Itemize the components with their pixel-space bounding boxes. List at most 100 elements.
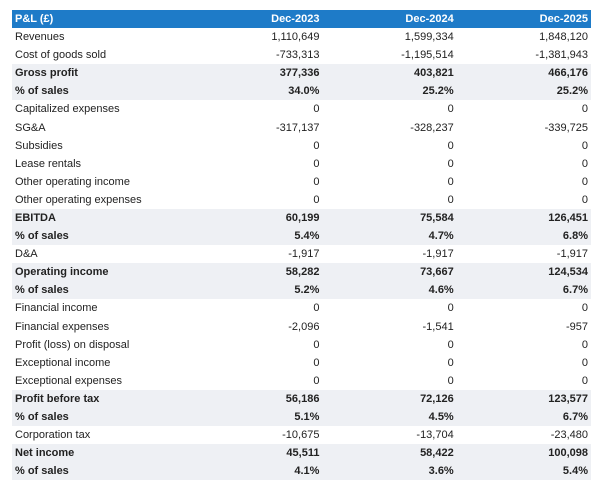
value-cell: 0 bbox=[313, 193, 320, 206]
value-cell: -1,541 bbox=[422, 320, 454, 333]
value-cell: 73,667 bbox=[420, 266, 454, 279]
row-label: EBITDA bbox=[15, 211, 56, 224]
table-header: P&L (£) Dec-2023 Dec-2024 Dec-2025 bbox=[12, 10, 591, 28]
row-label: Net income bbox=[15, 447, 75, 460]
value-cell: 0 bbox=[447, 302, 454, 315]
value-cell: 5.2% bbox=[294, 284, 320, 297]
row-label: Subsidies bbox=[15, 139, 63, 152]
value-cell: 58,422 bbox=[420, 447, 454, 460]
value-cell: 0 bbox=[581, 356, 588, 369]
table-row: % of sales 5.2% 4.6% 6.7% bbox=[12, 281, 591, 300]
row-label: Financial income bbox=[15, 302, 98, 315]
header-cell: Dec-2025 bbox=[456, 10, 591, 28]
value-cell: 0 bbox=[447, 193, 454, 206]
row-label: Other operating expenses bbox=[15, 193, 142, 206]
value-cell: 6.8% bbox=[562, 230, 588, 243]
value-cell: 0 bbox=[313, 356, 320, 369]
value-cell: 72,126 bbox=[420, 392, 454, 405]
value-cell: 3.6% bbox=[428, 465, 454, 478]
value-cell: 4.1% bbox=[294, 465, 320, 478]
table-row: Net income 45,511 58,422 100,098 bbox=[12, 444, 591, 463]
table-body: Revenues 1,110,649 1,599,334 1,848,120 Cost … bbox=[12, 28, 591, 481]
value-cell: 0 bbox=[581, 374, 588, 387]
row-label: Operating income bbox=[15, 266, 109, 279]
table-row: Other operating income 0 0 0 bbox=[12, 173, 591, 191]
table-row: % of sales 5.1% 4.5% 6.7% bbox=[12, 407, 591, 427]
table-row: Financial expenses -2,096 -1,541 -957 bbox=[12, 318, 591, 336]
table-row: SG&A -317,137 -328,237 -339,725 bbox=[12, 118, 591, 136]
value-cell: -328,237 bbox=[410, 121, 454, 134]
value-cell: 0 bbox=[447, 374, 454, 387]
header-cell: Dec-2023 bbox=[198, 10, 323, 28]
value-cell: 0 bbox=[313, 338, 320, 351]
row-label: Corporation tax bbox=[15, 429, 91, 442]
value-cell: 5.4% bbox=[294, 230, 320, 243]
row-label: D&A bbox=[15, 248, 38, 261]
table-row: % of sales 34.0% 25.2% 25.2% bbox=[12, 82, 591, 101]
table-row: Cost of goods sold -733,313 -1,195,514 -1,3… bbox=[12, 46, 591, 64]
row-label: % of sales bbox=[15, 284, 69, 297]
row-label: Profit before tax bbox=[15, 392, 100, 405]
value-cell: 0 bbox=[581, 157, 588, 170]
value-cell: 0 bbox=[313, 139, 320, 152]
value-cell: 4.6% bbox=[428, 284, 454, 297]
value-cell: 0 bbox=[447, 175, 454, 188]
value-cell: 0 bbox=[313, 103, 320, 116]
value-cell: 1,599,334 bbox=[404, 31, 454, 44]
value-cell: 0 bbox=[447, 139, 454, 152]
header-cell: P&L (£) bbox=[12, 10, 198, 28]
row-label: Revenues bbox=[15, 31, 65, 44]
value-cell: 0 bbox=[313, 374, 320, 387]
row-label: Financial expenses bbox=[15, 320, 110, 333]
table-row: Profit (loss) on disposal 0 0 0 bbox=[12, 336, 591, 354]
value-cell: 0 bbox=[447, 356, 454, 369]
pl-table: P&L (£) Dec-2023 Dec-2024 Dec-2025 Revenues… bbox=[12, 10, 591, 481]
table-row: Exceptional income 0 0 0 bbox=[12, 354, 591, 372]
row-label: Exceptional expenses bbox=[15, 374, 123, 387]
row-label: Lease rentals bbox=[15, 157, 82, 170]
table-row: Corporation tax -10,675 -13,704 -23,480 bbox=[12, 426, 591, 444]
value-cell: 0 bbox=[447, 338, 454, 351]
value-cell: -1,917 bbox=[288, 248, 320, 261]
value-cell: 0 bbox=[581, 193, 588, 206]
value-cell: -1,917 bbox=[422, 248, 454, 261]
value-cell: 0 bbox=[581, 302, 588, 315]
value-cell: 403,821 bbox=[413, 67, 454, 80]
value-cell: 0 bbox=[581, 139, 588, 152]
row-label: % of sales bbox=[15, 411, 69, 424]
value-cell: 377,336 bbox=[279, 67, 320, 80]
value-cell: -957 bbox=[565, 320, 588, 333]
table-row: % of sales 5.4% 4.7% 6.8% bbox=[12, 227, 591, 246]
table-row: Operating income 58,282 73,667 124,534 bbox=[12, 263, 591, 282]
value-cell: 0 bbox=[581, 338, 588, 351]
header-cell: Dec-2024 bbox=[322, 10, 457, 28]
value-cell: 1,848,120 bbox=[539, 31, 588, 44]
value-cell: 123,577 bbox=[548, 392, 588, 405]
table-row: D&A -1,917 -1,917 -1,917 bbox=[12, 245, 591, 263]
value-cell: 60,199 bbox=[285, 211, 320, 224]
row-label: % of sales bbox=[15, 465, 69, 478]
table-row: EBITDA 60,199 75,584 126,451 bbox=[12, 208, 591, 228]
row-label: % of sales bbox=[15, 230, 69, 243]
table-row: Profit before tax 56,186 72,126 123,577 bbox=[12, 389, 591, 408]
table-row: Lease rentals 0 0 0 bbox=[12, 155, 591, 173]
value-cell: 58,282 bbox=[285, 266, 320, 279]
value-cell: 126,451 bbox=[548, 211, 588, 224]
value-cell: 5.1% bbox=[294, 411, 320, 424]
value-cell: 34.0% bbox=[288, 85, 320, 98]
value-cell: -1,917 bbox=[556, 248, 588, 261]
value-cell: -23,480 bbox=[550, 429, 588, 442]
row-label: Gross profit bbox=[15, 67, 78, 80]
row-label: Exceptional income bbox=[15, 356, 111, 369]
table-row: Gross profit 377,336 403,821 466,176 bbox=[12, 64, 591, 83]
table-row: Capitalized expenses 0 0 0 bbox=[12, 100, 591, 118]
row-label: SG&A bbox=[15, 121, 46, 134]
value-cell: -13,704 bbox=[416, 429, 454, 442]
value-cell: 25.2% bbox=[556, 85, 588, 98]
value-cell: 0 bbox=[313, 175, 320, 188]
table-row: Subsidies 0 0 0 bbox=[12, 137, 591, 155]
value-cell: -1,195,514 bbox=[401, 49, 454, 62]
value-cell: 100,098 bbox=[548, 447, 588, 460]
value-cell: 466,176 bbox=[548, 67, 588, 80]
